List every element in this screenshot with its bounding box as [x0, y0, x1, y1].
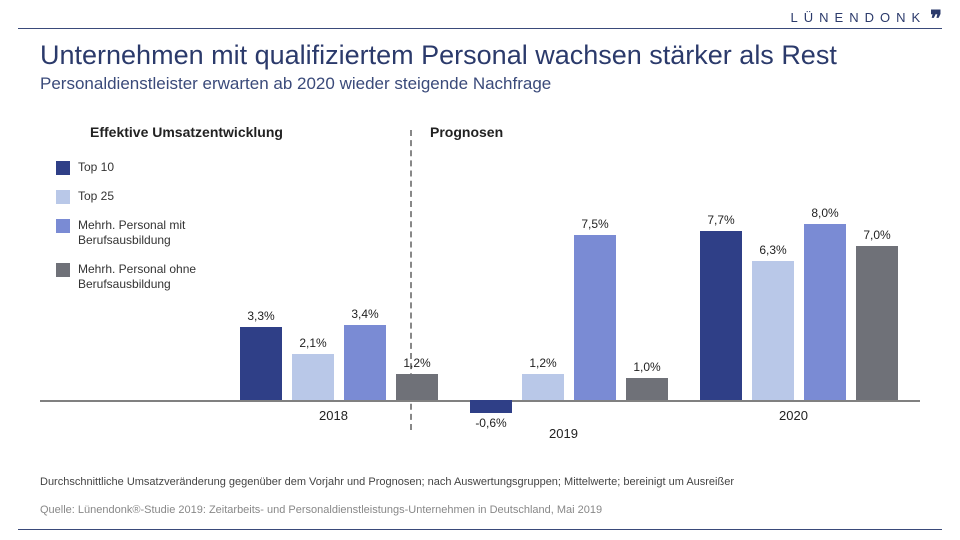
bar-2019-top10: [470, 400, 512, 413]
footnote-text: Durchschnittliche Umsatzveränderung gege…: [40, 476, 734, 488]
bar-label: 1,0%: [617, 360, 677, 374]
bar-2020-top10: [700, 231, 742, 400]
bar-2018-mehr_mit: [344, 325, 386, 400]
bar-2019-top25: [522, 374, 564, 400]
page-subtitle: Personaldienstleister erwarten ab 2020 w…: [40, 74, 551, 94]
bar-label: 7,0%: [847, 228, 907, 242]
year-label-2018: 2018: [319, 408, 348, 423]
bar-2018-top10: [240, 327, 282, 400]
bar-label: 7,5%: [565, 217, 625, 231]
bar-label: 7,7%: [691, 213, 751, 227]
page-title: Unternehmen mit qualifiziertem Personal …: [40, 40, 837, 71]
bar-chart: 3,3% 2,1% 3,4% 1,2% 2018 -0,6% 1,2% 7,5% 1,0% 201…: [40, 130, 920, 440]
brand-name: LÜNENDONK: [791, 10, 927, 25]
bar-2018-mehr_ohne: [396, 374, 438, 400]
bar-2020-mehr_ohne: [856, 246, 898, 400]
bar-label: 3,4%: [335, 307, 395, 321]
year-label-2020: 2020: [779, 408, 808, 423]
bar-label: 1,2%: [387, 356, 447, 370]
bar-label: 3,3%: [231, 309, 291, 323]
page: LÜNENDONK❞ Unternehmen mit qualifizierte…: [0, 0, 960, 540]
bar-2019-mehr_ohne: [626, 378, 668, 400]
bar-label: 2,1%: [283, 336, 343, 350]
top-rule: [18, 28, 942, 29]
bar-label: -0,6%: [461, 416, 521, 430]
bar-label: 1,2%: [513, 356, 573, 370]
bar-label: 6,3%: [743, 243, 803, 257]
bar-2019-mehr_mit: [574, 235, 616, 400]
bar-2020-mehr_mit: [804, 224, 846, 400]
bar-2018-top25: [292, 354, 334, 400]
year-label-2019: 2019: [549, 426, 578, 441]
bottom-rule: [18, 529, 942, 530]
bar-2020-top25: [752, 261, 794, 400]
source-text: Quelle: Lünendonk®-Studie 2019: Zeitarbe…: [40, 504, 602, 516]
bar-label: 8,0%: [795, 206, 855, 220]
